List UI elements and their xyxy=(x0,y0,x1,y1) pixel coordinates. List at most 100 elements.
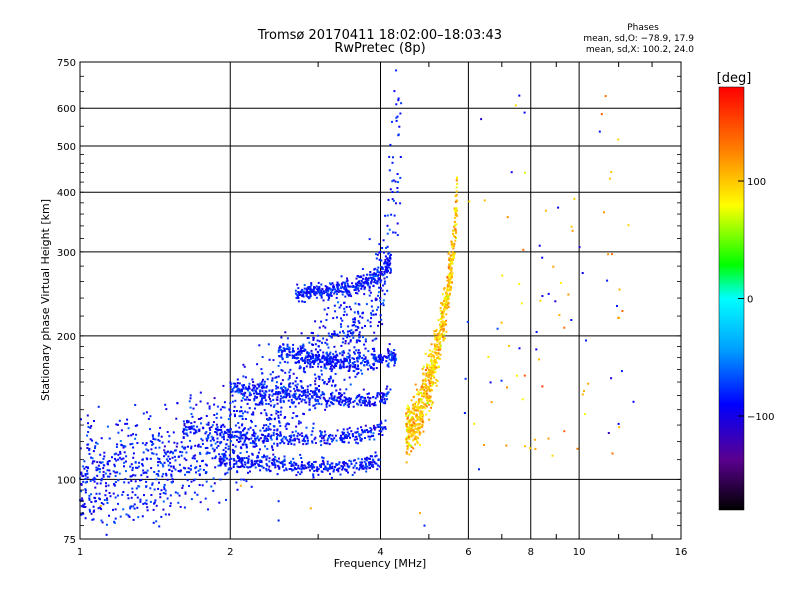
data-point xyxy=(296,295,299,298)
data-point xyxy=(438,330,441,333)
data-point xyxy=(360,361,363,364)
data-point xyxy=(246,402,249,405)
data-point xyxy=(204,447,207,450)
data-point xyxy=(310,356,312,359)
data-point xyxy=(361,466,364,468)
data-point xyxy=(295,376,298,379)
data-point xyxy=(374,397,377,400)
data-point xyxy=(241,384,244,387)
data-point xyxy=(193,432,196,435)
data-point xyxy=(196,493,199,496)
data-point xyxy=(415,435,418,438)
data-point xyxy=(437,348,440,351)
data-point xyxy=(130,434,133,437)
data-point xyxy=(346,465,349,468)
data-point xyxy=(375,274,378,277)
data-point xyxy=(406,404,409,407)
data-point xyxy=(197,444,200,447)
data-point xyxy=(233,413,236,416)
data-point xyxy=(518,347,521,350)
data-point xyxy=(116,471,119,474)
data-point xyxy=(271,394,274,397)
data-point xyxy=(332,379,335,382)
data-point xyxy=(356,284,359,287)
data-point xyxy=(434,338,437,341)
data-point xyxy=(147,449,150,452)
data-point xyxy=(348,397,351,400)
data-point xyxy=(327,307,330,309)
data-point xyxy=(448,251,451,254)
data-point xyxy=(355,349,358,352)
data-point xyxy=(375,462,378,465)
data-point xyxy=(284,437,287,440)
data-point xyxy=(354,375,357,378)
data-point xyxy=(231,394,234,397)
data-point xyxy=(357,349,360,352)
data-point xyxy=(386,364,389,367)
data-point xyxy=(220,431,223,434)
data-point xyxy=(324,408,327,411)
data-point xyxy=(428,349,431,352)
data-point xyxy=(307,288,310,290)
data-point xyxy=(455,207,458,210)
data-point xyxy=(387,266,390,269)
data-point xyxy=(233,434,236,437)
data-point xyxy=(290,398,293,401)
data-point xyxy=(302,443,305,446)
data-point xyxy=(288,374,291,377)
data-point xyxy=(283,460,286,462)
data-point xyxy=(448,294,451,297)
data-point xyxy=(286,353,289,356)
data-point xyxy=(155,453,158,456)
data-point xyxy=(313,438,316,441)
data-point xyxy=(269,469,272,472)
data-point xyxy=(364,400,366,403)
data-point xyxy=(265,463,268,465)
data-point xyxy=(383,261,386,264)
data-point xyxy=(237,456,240,459)
data-point xyxy=(188,400,191,403)
data-point xyxy=(261,456,264,458)
data-point xyxy=(329,351,332,354)
data-point xyxy=(277,457,280,460)
data-point xyxy=(368,457,371,460)
data-point xyxy=(319,435,322,438)
data-point xyxy=(214,455,217,458)
data-point xyxy=(346,277,348,280)
data-point xyxy=(355,462,358,465)
data-point xyxy=(280,434,282,437)
data-point xyxy=(92,518,95,521)
data-point xyxy=(358,468,361,471)
data-point xyxy=(292,468,295,471)
data-point xyxy=(173,441,176,444)
data-point xyxy=(420,386,423,389)
data-point xyxy=(571,229,574,232)
data-point xyxy=(209,432,211,435)
data-point xyxy=(541,295,544,297)
data-point xyxy=(349,285,352,288)
data-point xyxy=(452,256,455,259)
data-point xyxy=(444,337,446,340)
data-point xyxy=(405,439,408,442)
data-point xyxy=(256,383,259,386)
x-tick-label: 6 xyxy=(465,547,471,558)
data-point xyxy=(286,361,289,364)
data-point xyxy=(255,392,258,395)
data-point xyxy=(297,291,300,293)
data-point xyxy=(381,392,384,395)
data-point xyxy=(440,332,443,335)
data-point xyxy=(371,403,374,406)
data-point xyxy=(285,467,288,470)
data-point xyxy=(183,422,186,425)
data-point xyxy=(325,400,328,403)
data-point xyxy=(320,296,323,299)
data-point xyxy=(255,460,258,463)
data-point xyxy=(367,435,370,438)
data-point xyxy=(86,443,89,446)
data-point xyxy=(124,422,127,425)
data-point xyxy=(106,460,109,463)
data-point xyxy=(264,435,267,438)
data-point xyxy=(289,438,292,441)
data-point xyxy=(325,356,328,359)
data-point xyxy=(346,336,349,339)
